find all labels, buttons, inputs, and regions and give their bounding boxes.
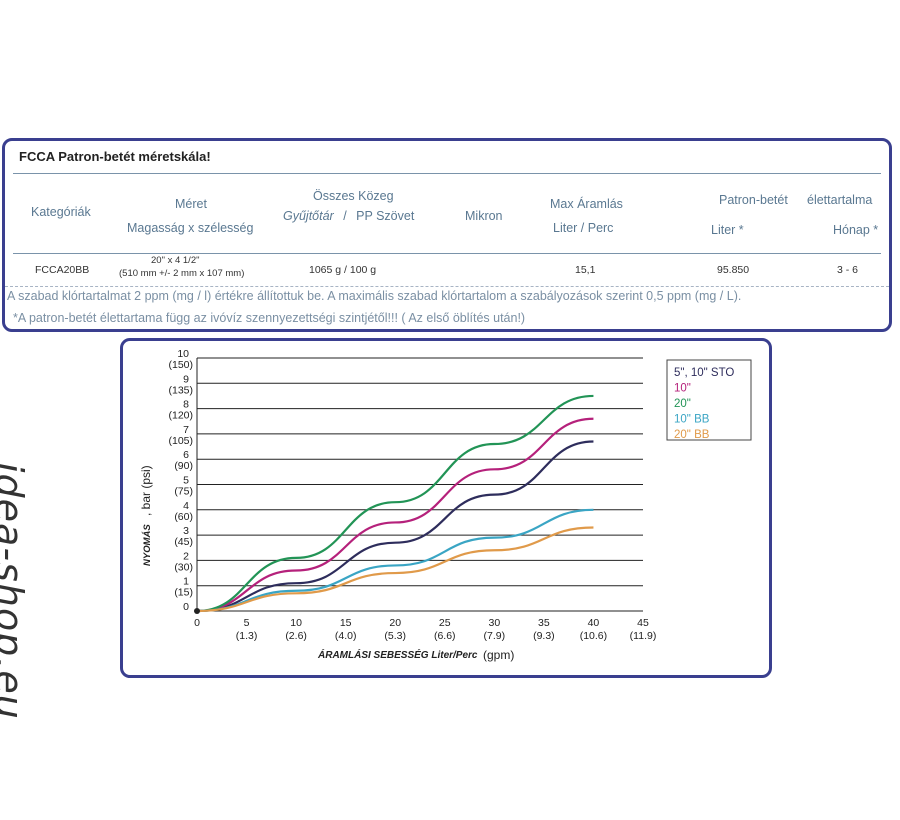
x-tick-label: 0 bbox=[194, 617, 200, 629]
origin-point bbox=[194, 608, 200, 614]
series-line bbox=[196, 508, 594, 613]
x-axis-label: ÁRAMLÁSI SEBESSÉG Liter/Perc bbox=[317, 648, 478, 661]
x-tick-label: 15 bbox=[340, 617, 352, 629]
y-tick-label: 6 bbox=[183, 449, 189, 461]
x-tick-sublabel: (10.6) bbox=[580, 630, 607, 642]
pressure-flow-chart: 01(15)2(30)3(45)4(60)5(75)6(90)7(105)8(1… bbox=[139, 348, 752, 662]
x-tick-sublabel: (6.6) bbox=[434, 630, 456, 642]
series-line bbox=[196, 526, 594, 613]
y-tick-sublabel: (105) bbox=[168, 435, 193, 447]
header-liter: Liter * bbox=[711, 223, 744, 237]
cell-honap: 3 - 6 bbox=[837, 264, 859, 276]
y-tick-label: 10 bbox=[177, 348, 189, 360]
y-tick-sublabel: (15) bbox=[174, 587, 193, 599]
header-elettartalma: élettartalma bbox=[807, 193, 873, 207]
x-tick-label: 35 bbox=[538, 617, 550, 629]
watermark-text: idea-shop.eu bbox=[0, 462, 31, 720]
x-tick-sublabel: (2.6) bbox=[285, 630, 307, 642]
table-dashed-divider bbox=[5, 286, 889, 287]
header-gyujtotar: Gyűjtőtár bbox=[283, 209, 334, 223]
series-line bbox=[196, 417, 594, 613]
legend-entry: 10" bbox=[674, 383, 691, 395]
y-tick-sublabel: (75) bbox=[174, 486, 193, 498]
x-tick-label: 10 bbox=[290, 617, 302, 629]
x-tick-label: 40 bbox=[588, 617, 600, 629]
legend-entry: 5", 10" STO bbox=[674, 367, 734, 379]
header-kategoriak: Kategóriák bbox=[31, 205, 91, 219]
y-tick-sublabel: (30) bbox=[174, 561, 193, 573]
y-tick-label: 4 bbox=[183, 500, 189, 512]
note-chlorine: A szabad klórtartalmat 2 ppm (mg / l) ér… bbox=[7, 289, 742, 303]
x-tick-sublabel: (11.9) bbox=[630, 630, 657, 642]
y-tick-sublabel: (90) bbox=[174, 460, 193, 472]
y-tick-sublabel: (60) bbox=[174, 511, 193, 523]
header-media-types: Gyűjtőtár / PP Szövet bbox=[283, 209, 414, 223]
cell-meret-line2: (510 mm +/- 2 mm x 107 mm) bbox=[119, 268, 245, 279]
y-axis-label: NYOMÁS bbox=[142, 524, 153, 566]
header-pp-szovet: PP Szövet bbox=[356, 209, 415, 223]
x-tick-sublabel: (5.3) bbox=[384, 630, 406, 642]
x-axis-unit: (gpm) bbox=[483, 648, 514, 662]
cell-liter: 95.850 bbox=[717, 264, 750, 276]
y-tick-label: 9 bbox=[183, 373, 189, 385]
y-tick-sublabel: (135) bbox=[168, 384, 193, 396]
chart-panel: 0 1 (15) 2 (30) 3 (45) 4 (60) 5 (75) 6 (90) 7 (105) 8 (1… bbox=[120, 338, 772, 678]
header-meret: Méret bbox=[175, 197, 207, 211]
y-tick-sublabel: (45) bbox=[174, 536, 193, 548]
y-tick-sublabel: (150) bbox=[168, 359, 193, 371]
legend-entry: 10" BB bbox=[674, 414, 710, 426]
legend-entry: 20" bbox=[674, 398, 691, 410]
header-osszes-kozeg: Összes Közeg bbox=[313, 189, 394, 203]
y-tick-label: 2 bbox=[183, 550, 189, 562]
cell-meret-line1: 20" x 4 1/2" bbox=[151, 255, 200, 266]
header-patron-betet: Patron-betét bbox=[719, 193, 788, 207]
header-liter-perc: Liter / Perc bbox=[553, 221, 614, 235]
header-mikron: Mikron bbox=[465, 209, 503, 223]
x-tick-label: 45 bbox=[637, 617, 649, 629]
y-tick-label: 1 bbox=[183, 576, 189, 588]
y-tick-label: 7 bbox=[183, 424, 189, 436]
x-tick-label: 5 bbox=[244, 617, 250, 629]
watermark: idea-shop.eu bbox=[0, 462, 48, 722]
y-tick-sublabel: (120) bbox=[168, 410, 193, 422]
series-line bbox=[196, 440, 594, 613]
y-tick-label: 3 bbox=[183, 525, 189, 537]
y-axis-title: NYOMÁS , bar (psi) bbox=[139, 465, 153, 566]
x-tick-sublabel: (9.3) bbox=[533, 630, 555, 642]
cell-max-aramlas: 15,1 bbox=[575, 264, 596, 276]
x-tick-label: 30 bbox=[488, 617, 500, 629]
spec-table-panel: FCCA Patron-betét méretskála! Kategóriák… bbox=[2, 138, 892, 332]
y-tick-label: 0 bbox=[183, 601, 189, 613]
panel-title: FCCA Patron-betét méretskála! bbox=[19, 149, 211, 164]
x-tick-sublabel: (7.9) bbox=[484, 630, 506, 642]
note-lifetime: *A patron-betét élettartama függ az ivóv… bbox=[13, 311, 526, 325]
x-tick-sublabel: (4.0) bbox=[335, 630, 357, 642]
header-honap: Hónap * bbox=[833, 223, 879, 237]
x-tick-label: 20 bbox=[389, 617, 401, 629]
y-tick-label: 8 bbox=[183, 399, 189, 411]
header-slash: / bbox=[343, 209, 347, 223]
header-max-aramlas: Max Áramlás bbox=[550, 197, 623, 211]
y-tick-label: 5 bbox=[183, 475, 189, 487]
x-tick-sublabel: (1.3) bbox=[236, 630, 258, 642]
table-divider bbox=[13, 173, 881, 174]
x-tick-label: 25 bbox=[439, 617, 451, 629]
series-line bbox=[196, 394, 594, 613]
table-divider bbox=[13, 253, 881, 254]
legend-entry: 20" BB bbox=[674, 429, 710, 441]
header-meret-sub: Magasság x szélesség bbox=[127, 221, 254, 235]
y-axis-unit: , bar (psi) bbox=[139, 465, 153, 516]
legend-box bbox=[666, 359, 752, 441]
cell-osszes-kozeg: 1065 g / 100 g bbox=[309, 264, 377, 276]
cell-kategoria: FCCA20BB bbox=[35, 264, 90, 276]
